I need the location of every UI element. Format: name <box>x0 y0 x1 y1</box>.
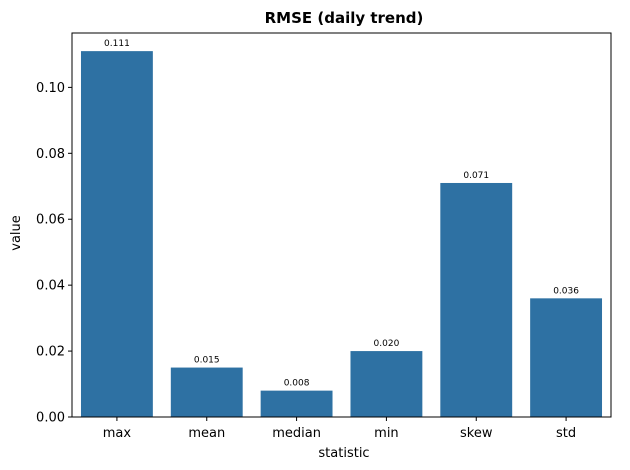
bar-std <box>530 298 603 417</box>
x-tick-label-mean: mean <box>188 426 225 441</box>
y-tick-label: 0.06 <box>36 213 65 228</box>
x-tick-label-std: std <box>556 426 576 441</box>
bar-mean <box>170 367 243 417</box>
data-label-mean: 0.015 <box>194 356 220 366</box>
y-tick-label: 0.10 <box>36 81 65 96</box>
x-tick-label-min: min <box>374 426 399 441</box>
plot-frame <box>71 32 612 418</box>
chart-title: RMSE (daily trend) <box>265 9 424 27</box>
x-axis: max mean median min skew std <box>103 417 576 441</box>
x-tick-label-skew: skew <box>460 426 493 441</box>
bar-median <box>260 390 333 417</box>
data-label-median: 0.008 <box>284 379 310 389</box>
data-label-skew: 0.071 <box>463 171 489 181</box>
x-axis-label: statistic <box>318 446 369 461</box>
y-axis-label: value <box>9 215 24 251</box>
bar-skew <box>440 182 513 417</box>
bar-max <box>80 51 153 417</box>
y-tick-label: 0.08 <box>36 147 65 162</box>
data-label-std: 0.036 <box>553 286 579 296</box>
data-label-max: 0.111 <box>104 39 130 49</box>
bars-group <box>80 51 603 417</box>
x-tick-label-max: max <box>103 426 132 441</box>
y-tick-label: 0.02 <box>36 345 65 360</box>
data-label-min: 0.020 <box>374 339 400 349</box>
y-tick-label: 0.00 <box>36 411 65 426</box>
data-labels-group: 0.111 0.015 0.008 0.020 0.071 0.036 <box>104 39 579 389</box>
x-tick-label-median: median <box>272 426 321 441</box>
y-tick-label: 0.04 <box>36 279 65 294</box>
bar-min <box>350 351 423 417</box>
y-axis: 0.00 0.02 0.04 0.06 0.08 0.10 <box>36 81 72 426</box>
